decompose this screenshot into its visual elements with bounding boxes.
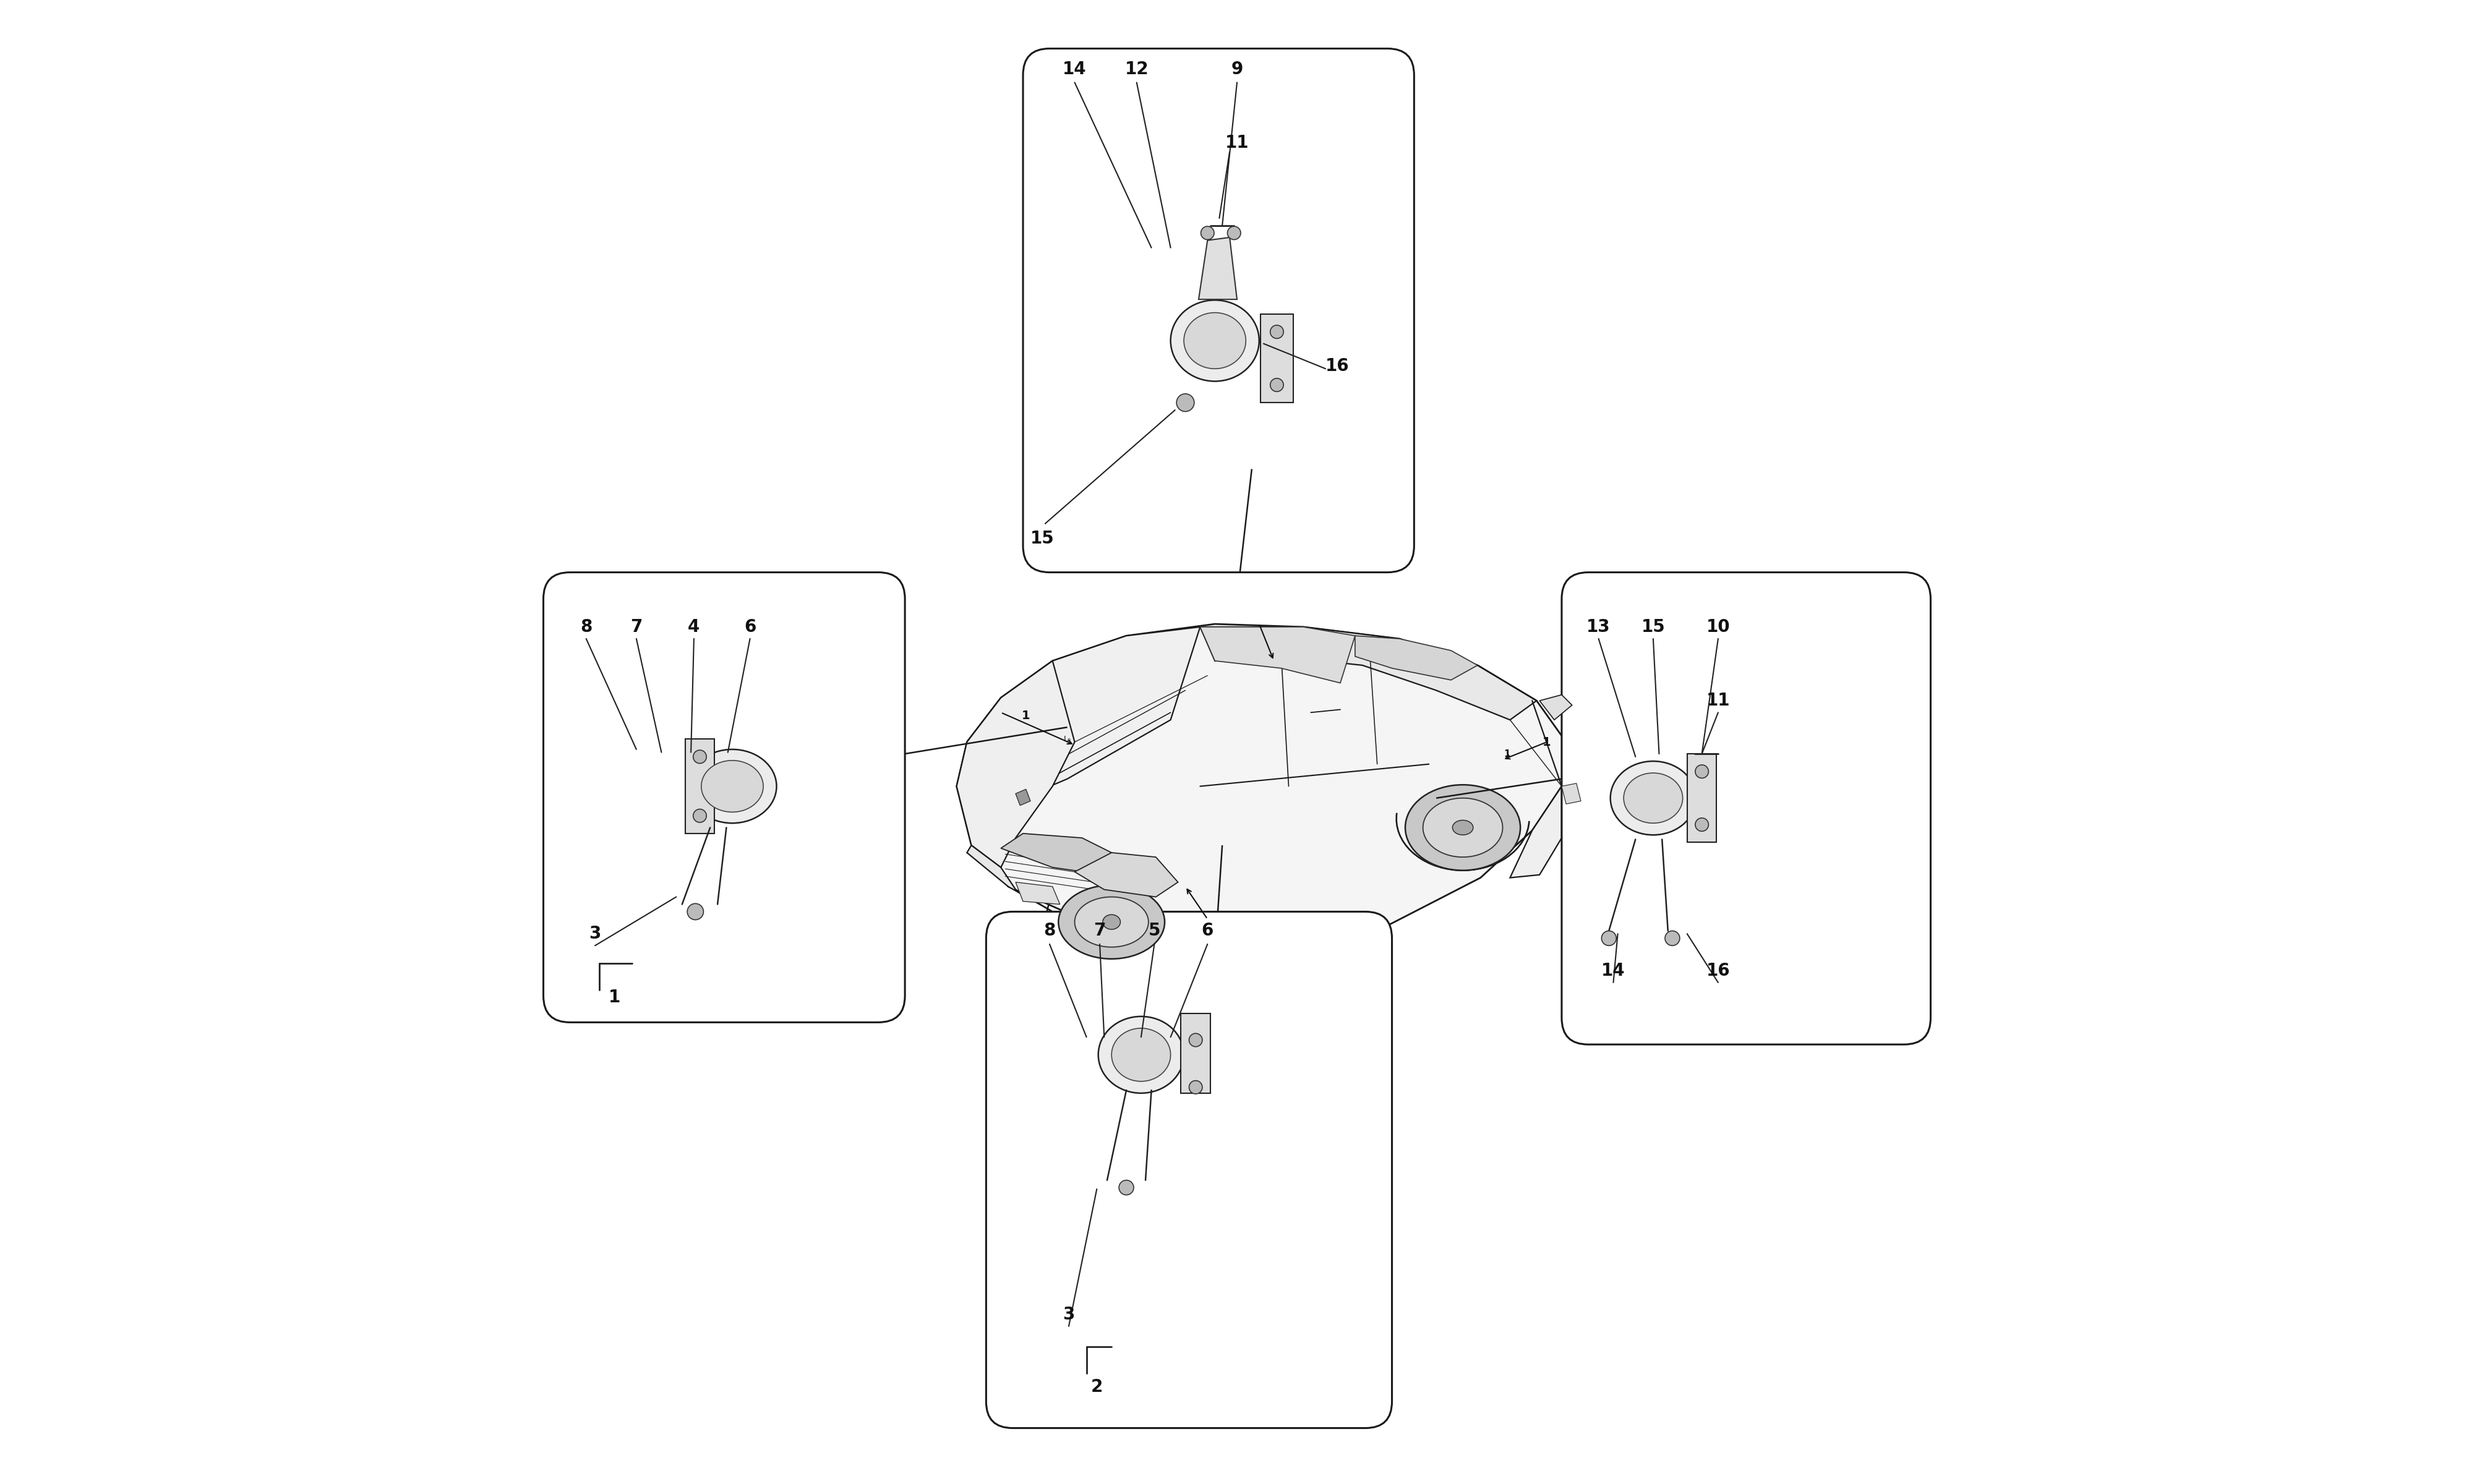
Text: 13: 13 — [1586, 619, 1611, 635]
Polygon shape — [1356, 635, 1477, 680]
Text: 9: 9 — [1232, 61, 1242, 77]
Polygon shape — [957, 623, 1566, 951]
Ellipse shape — [693, 809, 708, 822]
Ellipse shape — [1405, 785, 1522, 870]
Text: L₀: L₀ — [1064, 735, 1071, 743]
Polygon shape — [1017, 789, 1029, 806]
Text: 7: 7 — [1094, 922, 1106, 939]
FancyBboxPatch shape — [1687, 754, 1717, 843]
FancyBboxPatch shape — [1262, 315, 1294, 402]
Ellipse shape — [693, 749, 708, 763]
Polygon shape — [1200, 626, 1536, 720]
Text: 14: 14 — [1601, 962, 1625, 979]
Ellipse shape — [1170, 300, 1259, 381]
Ellipse shape — [1111, 1028, 1170, 1082]
Text: 3: 3 — [1064, 1306, 1074, 1324]
Text: 3: 3 — [589, 925, 601, 942]
Ellipse shape — [1695, 764, 1710, 778]
Text: 15: 15 — [1029, 530, 1054, 548]
Text: 2: 2 — [1091, 1379, 1103, 1395]
Ellipse shape — [1200, 227, 1215, 239]
Ellipse shape — [1665, 930, 1680, 945]
Ellipse shape — [1178, 393, 1195, 411]
Ellipse shape — [1269, 325, 1284, 338]
Polygon shape — [967, 846, 1051, 911]
Ellipse shape — [1190, 1033, 1202, 1046]
Ellipse shape — [1185, 313, 1247, 368]
Ellipse shape — [1059, 884, 1165, 959]
Ellipse shape — [688, 904, 703, 920]
Ellipse shape — [1118, 1180, 1133, 1195]
Polygon shape — [1197, 237, 1237, 300]
FancyBboxPatch shape — [1180, 1014, 1210, 1094]
Polygon shape — [967, 626, 1200, 804]
Text: 11: 11 — [1225, 135, 1249, 151]
Ellipse shape — [1452, 821, 1472, 835]
Text: 12: 12 — [1126, 61, 1148, 77]
Ellipse shape — [700, 760, 764, 812]
Text: 4: 4 — [688, 619, 700, 635]
Polygon shape — [1017, 881, 1059, 904]
Ellipse shape — [1623, 773, 1682, 824]
Text: 6: 6 — [745, 619, 757, 635]
Text: 1: 1 — [1022, 709, 1029, 721]
Ellipse shape — [688, 749, 777, 824]
Text: 5: 5 — [1148, 922, 1160, 939]
Text: 11: 11 — [1707, 692, 1729, 709]
Text: 6: 6 — [1202, 922, 1212, 939]
Polygon shape — [1539, 695, 1571, 720]
Text: 16: 16 — [1326, 358, 1348, 374]
Polygon shape — [1200, 626, 1356, 683]
Text: 7: 7 — [631, 619, 643, 635]
Polygon shape — [1561, 784, 1581, 804]
Polygon shape — [1509, 787, 1561, 877]
Polygon shape — [1002, 834, 1111, 874]
FancyBboxPatch shape — [544, 573, 905, 1022]
Ellipse shape — [1098, 1017, 1185, 1094]
Polygon shape — [1074, 853, 1178, 896]
Text: 1: 1 — [609, 988, 621, 1006]
Text: 14: 14 — [1064, 61, 1086, 77]
Ellipse shape — [1227, 227, 1239, 239]
Text: 10: 10 — [1707, 619, 1729, 635]
Ellipse shape — [1601, 930, 1616, 945]
FancyBboxPatch shape — [685, 739, 715, 834]
FancyBboxPatch shape — [1561, 573, 1930, 1045]
Ellipse shape — [1269, 378, 1284, 392]
Polygon shape — [957, 660, 1074, 868]
FancyBboxPatch shape — [987, 911, 1393, 1428]
Ellipse shape — [1611, 761, 1697, 835]
Text: 1: 1 — [1504, 749, 1509, 758]
Ellipse shape — [1103, 914, 1121, 929]
Ellipse shape — [1074, 896, 1148, 947]
FancyBboxPatch shape — [1024, 49, 1415, 573]
Text: 8: 8 — [581, 619, 591, 635]
Text: 8: 8 — [1044, 922, 1056, 939]
Text: 16: 16 — [1707, 962, 1729, 979]
Ellipse shape — [1423, 798, 1502, 858]
Text: 15: 15 — [1640, 619, 1665, 635]
Ellipse shape — [1190, 1080, 1202, 1094]
Ellipse shape — [1695, 818, 1710, 831]
Text: 1: 1 — [1544, 736, 1551, 748]
